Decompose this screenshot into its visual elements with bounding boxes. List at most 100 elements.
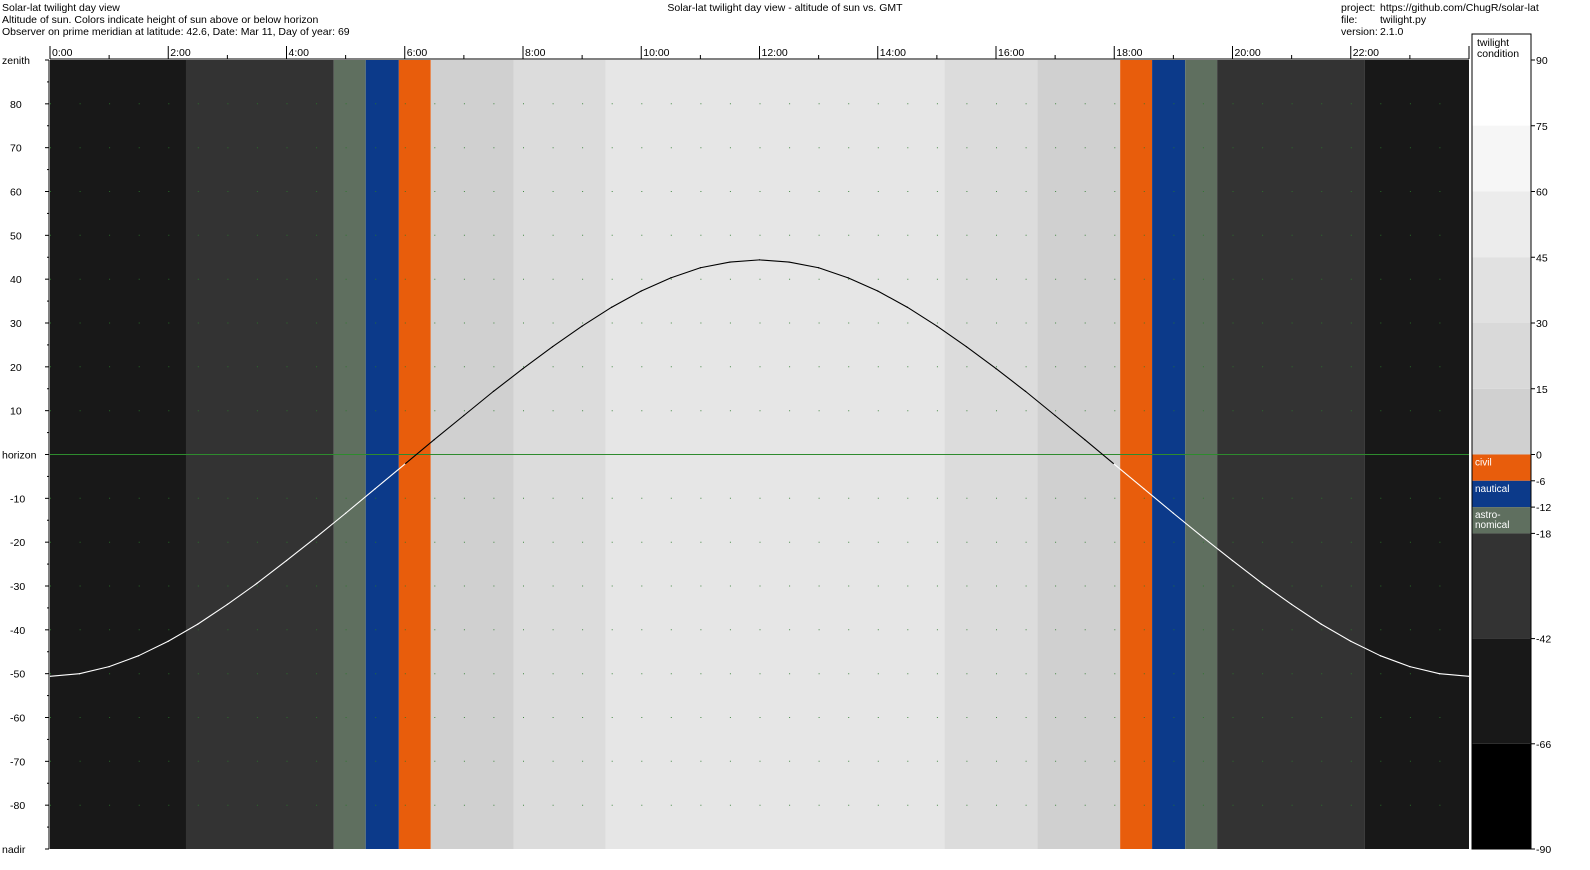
legend-tick-label: 30 [1536,318,1548,330]
sun-altitude-segment [1261,582,1293,605]
y-tick-label: -40 [10,625,25,637]
version-label: version: [1341,26,1378,38]
sun-altitude-segment [1202,536,1234,562]
sun-altitude-segment [847,277,879,292]
y-tick-label: 60 [10,187,22,199]
header-left: Solar-lat twilight day view Altitude of … [2,2,350,38]
y-tick-label: 70 [10,143,22,155]
y-tick-label: -20 [10,537,25,549]
sun-altitude-segment [877,290,908,308]
y-tick-label: nadir [2,844,26,856]
y-tick-label: -80 [10,800,25,812]
sun-altitude-segment [1054,414,1086,441]
axes: 0:00 2:00 4:00 6:00 8:00 10:00 12:00 14:00 16:00… [2,46,1470,856]
legend-band-11 [1472,743,1531,849]
x-tick-label: 10:00 [643,47,669,59]
y-tick-label: -10 [10,493,25,505]
legend-band-0 [1472,60,1531,126]
legend-band-10 [1472,638,1531,744]
sun-altitude-point [167,640,169,642]
sun-altitude-point [995,367,997,370]
legend-band-8 [1472,507,1531,534]
sun-altitude-segment [1231,560,1263,584]
sun-altitude-segment [138,640,169,657]
sun-altitude-point [1231,559,1234,562]
sun-altitude-point [640,290,642,292]
sun-altitude-point [49,675,51,677]
sun-altitude-segment [463,390,494,417]
x-tick-label: 18:00 [1116,47,1142,59]
sun-altitude-segment [581,306,613,327]
legend-band-3 [1472,257,1531,323]
x-tick-label: 4:00 [289,47,310,59]
sun-altitude-point [670,277,672,279]
sun-altitude-point [138,655,140,657]
y-tick-label: horizon [2,450,37,462]
sun-altitude-point [1024,390,1027,392]
sun-altitude-point [936,325,938,327]
y-tick-label: -60 [10,713,25,725]
sun-altitude-point [965,346,968,348]
project-label: project: [1341,2,1376,14]
chart-title: Solar-lat twilight day view - altitude o… [667,2,903,14]
legend-tick-label: 15 [1536,384,1548,396]
sun-altitude-segment [1438,673,1470,677]
header-title: Solar-lat twilight day view [2,2,120,14]
legend-band-6 [1472,454,1531,481]
legend-tick-label: 0 [1536,450,1542,462]
y-tick-label: -70 [10,756,25,768]
sun-altitude-segment [788,261,820,269]
legend-band-label: civil [1475,458,1492,469]
sun-altitude-segment [906,306,938,327]
sun-altitude-segment [552,325,583,348]
legend-band-label: nomical [1475,520,1509,531]
file-value: twilight.py [1380,14,1427,26]
legend-band-1 [1472,125,1531,192]
sun-altitude-segment [1172,512,1204,538]
sun-altitude-point [226,603,228,606]
sun-altitude-segment [758,259,790,263]
header-right: project: https://github.com/ChugR/solar-l… [1341,2,1539,38]
sun-altitude-point [1172,512,1174,514]
file-label: file: [1341,14,1358,26]
y-tick-label: 30 [10,318,22,330]
x-tick-label: 2:00 [170,47,191,59]
legend-tick-label: -42 [1536,634,1551,646]
x-tick-label: 20:00 [1235,47,1261,59]
legend-band-5 [1472,388,1531,455]
sun-altitude-segment [936,325,967,348]
sun-altitude-point [197,623,199,625]
sun-altitude-segment [818,267,849,279]
sun-altitude-point [788,261,790,263]
sun-altitude-point [1084,439,1086,441]
sun-altitude-segment [1113,463,1145,490]
legend-tick-label: -18 [1536,528,1551,540]
sun-altitude-point [906,306,908,308]
sun-altitude-segment [522,346,554,370]
legend-band-4 [1472,323,1531,389]
legend-title: condition [1477,48,1519,60]
sun-altitude-segment [167,623,199,642]
sun-altitude-point [1409,666,1411,668]
legend-band-2 [1472,191,1531,258]
sun-altitude-point [758,259,761,261]
sun-altitude-point [522,367,524,370]
legend-tick-label: -66 [1536,739,1551,751]
y-tick-label: 20 [10,362,22,374]
x-tick-label: 0:00 [52,47,73,59]
sun-altitude-segment [1409,666,1440,675]
legend-band-label: nautical [1475,484,1509,495]
sun-altitude-point [1202,536,1204,538]
sun-altitude-point [1379,655,1381,657]
y-tick-label: -30 [10,581,25,593]
sun-altitude-point [1143,488,1145,490]
sun-altitude-segment [1379,655,1411,668]
sun-altitude-segment [699,261,731,269]
sun-altitude-point [1113,463,1115,465]
sun-altitude-segment [611,290,642,308]
x-tick-label: 22:00 [1353,47,1379,59]
sun-altitude-segment [1291,603,1322,625]
sun-altitude-segment [79,666,110,675]
header-subtitle: Altitude of sun. Colors indicate height … [2,14,319,26]
